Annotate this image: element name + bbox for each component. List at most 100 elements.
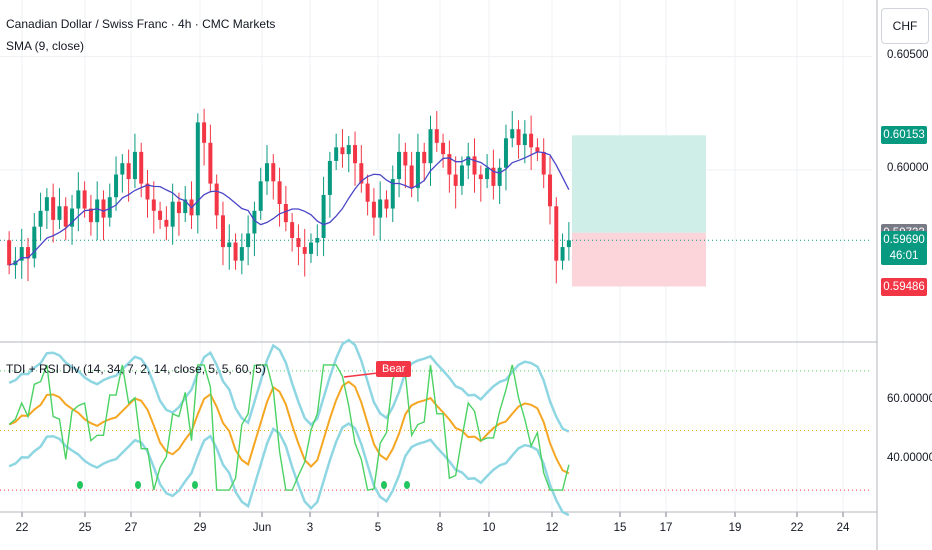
- candle-body: [32, 226, 37, 259]
- candle-body: [57, 206, 62, 220]
- candle-body: [88, 208, 93, 223]
- candle-body: [51, 197, 56, 220]
- price-tag: 46:01: [881, 247, 927, 266]
- candle-body: [428, 129, 433, 164]
- candle-body: [164, 219, 169, 227]
- candle-body: [309, 242, 314, 254]
- candle-body: [264, 163, 269, 182]
- candle-body: [321, 194, 326, 238]
- candle-body: [409, 165, 414, 189]
- time-tick-label: 24: [836, 522, 850, 534]
- slow-ma-line: [8, 380, 570, 475]
- candle-body: [107, 197, 112, 218]
- candle-body: [7, 240, 12, 266]
- bear-divergence-line: [343, 372, 379, 378]
- candle-body: [547, 174, 552, 207]
- time-tick-label: 5: [374, 522, 382, 534]
- candle-body: [38, 210, 43, 227]
- candle-body: [95, 199, 100, 223]
- bear-divergence-tag: Bear: [376, 361, 412, 377]
- candle-body: [126, 163, 131, 180]
- time-tick-label: 29: [193, 522, 207, 534]
- profit-zone: [572, 135, 706, 233]
- price-tag: 0.59690: [881, 231, 927, 250]
- sma-legend[interactable]: SMA (9, close): [6, 39, 85, 53]
- candle-body: [522, 133, 527, 146]
- time-tick-label: 27: [124, 522, 138, 534]
- candles: [7, 108, 571, 284]
- candle-body: [422, 151, 427, 164]
- candle-body: [214, 183, 219, 216]
- price-tag: 0.59486: [881, 277, 927, 296]
- candle-body: [365, 183, 370, 202]
- candle-body: [503, 138, 508, 168]
- time-tick-label: Jun: [252, 522, 272, 534]
- candle-body: [384, 199, 389, 209]
- candle-body: [491, 167, 496, 186]
- candle-body: [478, 174, 483, 180]
- currency-button[interactable]: CHF: [881, 8, 929, 44]
- sub-tick-label: 60.00000: [887, 392, 932, 405]
- candle-body: [271, 163, 276, 182]
- signal-dot: [135, 481, 141, 489]
- candle-body: [176, 201, 181, 214]
- candle-body: [239, 247, 244, 261]
- candle-body: [403, 151, 408, 166]
- candle-body: [19, 247, 24, 261]
- candle-body: [453, 174, 458, 186]
- candle-body: [340, 147, 345, 155]
- candle-body: [554, 206, 559, 261]
- candle-body: [516, 129, 521, 146]
- candle-body: [132, 151, 137, 180]
- candle-body: [441, 142, 446, 155]
- candle-body: [233, 242, 238, 261]
- candle-body: [44, 197, 49, 211]
- candle-body: [82, 190, 87, 209]
- signal-dot: [404, 481, 410, 489]
- candle-body: [466, 156, 471, 166]
- candle-body: [497, 167, 502, 186]
- time-tick-label: 10: [482, 522, 496, 534]
- candle-body: [151, 199, 156, 211]
- time-tick-label: 3: [306, 522, 314, 534]
- candle-body: [246, 233, 251, 248]
- candle-body: [158, 210, 163, 220]
- candle-body: [120, 163, 125, 175]
- candle-body: [227, 242, 232, 248]
- candle-body: [283, 204, 288, 223]
- candle-body: [252, 210, 257, 234]
- time-tick-label: 8: [436, 522, 444, 534]
- candle-body: [485, 167, 490, 180]
- candle-body: [346, 145, 351, 155]
- candle-body: [70, 208, 75, 227]
- candle-body: [220, 215, 225, 248]
- time-tick-label: 17: [659, 522, 673, 534]
- candle-body: [139, 151, 144, 184]
- time-tick-label: 22: [15, 522, 29, 534]
- candle-body: [170, 201, 175, 227]
- candle-body: [76, 190, 81, 209]
- candle-body: [560, 247, 565, 261]
- candle-body: [566, 240, 571, 248]
- signal-dot: [381, 481, 387, 489]
- bb-upper: [8, 338, 570, 433]
- price-tag: 0.60153: [881, 126, 927, 145]
- time-tick-label: 12: [545, 522, 559, 534]
- sma-line: [8, 151, 570, 266]
- candle-body: [195, 122, 200, 216]
- loss-zone: [572, 232, 706, 287]
- candle-body: [334, 147, 339, 161]
- candle-body: [258, 181, 263, 211]
- candle-body: [26, 247, 31, 259]
- candle-body: [296, 238, 301, 248]
- candle-body: [208, 142, 213, 184]
- candle-body: [114, 174, 119, 198]
- candle-body: [535, 147, 540, 152]
- candle-body: [290, 222, 295, 238]
- tdi-legend[interactable]: TDI + RSI Div (14, 34, 7, 2, 14, close, …: [6, 362, 266, 376]
- sub-tick-label: 40.00000: [887, 452, 932, 465]
- candle-body: [459, 165, 464, 186]
- candle-body: [202, 122, 207, 143]
- candle-body: [378, 199, 383, 218]
